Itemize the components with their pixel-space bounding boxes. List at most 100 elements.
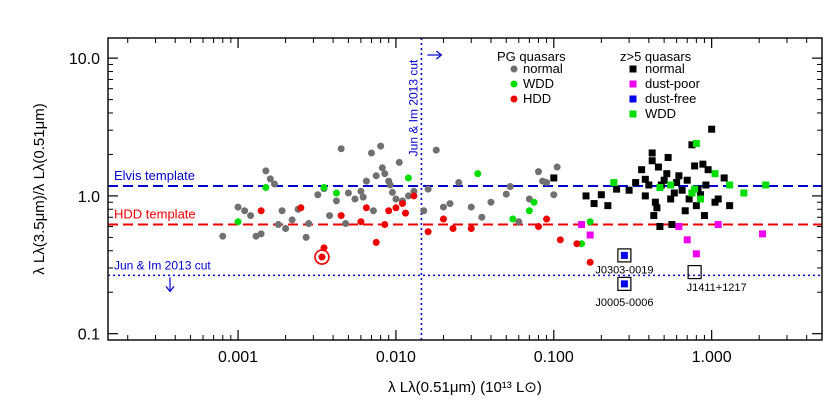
- data-point: [688, 189, 696, 197]
- data-point: [586, 258, 594, 266]
- data-point: [509, 215, 517, 223]
- data-point: [478, 213, 486, 221]
- data-point: [692, 202, 700, 210]
- data-point: [344, 189, 352, 197]
- x-tick-label: 0.001: [218, 349, 258, 366]
- highlight-box: [617, 276, 632, 291]
- data-point: [378, 164, 386, 172]
- data-point: [556, 236, 564, 244]
- legend-entry-label: HDD: [523, 91, 551, 106]
- data-point: [278, 207, 286, 215]
- object-label: J0303-0019: [595, 264, 653, 276]
- data-point: [362, 204, 370, 212]
- data-point: [241, 207, 249, 215]
- data-point: [697, 191, 705, 199]
- data-point: [474, 170, 482, 178]
- x-tick-label: 1.000: [692, 349, 732, 366]
- legend-marker: [510, 80, 518, 88]
- data-point: [641, 192, 649, 200]
- data-point: [351, 195, 359, 203]
- data-point: [586, 218, 594, 226]
- legend-entry-label: WDD: [645, 106, 676, 121]
- data-point: [502, 190, 510, 198]
- data-point: [683, 236, 691, 244]
- cut-arrow-down-icon: [165, 286, 175, 293]
- data-point: [262, 184, 270, 192]
- legend-marker: [629, 65, 637, 73]
- data-point: [691, 185, 699, 193]
- data-point: [699, 160, 707, 168]
- data-point: [506, 183, 514, 191]
- data-point: [302, 233, 310, 241]
- data-point: [515, 218, 523, 226]
- data-point: [487, 198, 495, 206]
- data-point: [262, 167, 270, 175]
- data-point: [714, 221, 722, 229]
- data-point: [688, 141, 696, 149]
- data-point: [641, 175, 649, 183]
- data-point: [439, 203, 447, 211]
- data-point: [681, 207, 689, 215]
- hdd-template-label: HDD template: [114, 207, 196, 222]
- legend-marker: [510, 95, 518, 103]
- data-point: [388, 188, 396, 196]
- data-point: [683, 176, 691, 184]
- legend-entry-label: normal: [523, 61, 563, 76]
- data-point: [320, 184, 328, 192]
- data-point: [332, 189, 340, 197]
- data-point: [604, 202, 612, 210]
- data-point: [377, 142, 385, 150]
- data-point: [675, 172, 683, 180]
- plot-frame: [107, 37, 823, 341]
- data-point: [410, 192, 418, 200]
- data-point: [424, 228, 432, 236]
- legend-entry-label: WDD: [523, 76, 554, 91]
- legend-marker: [629, 80, 637, 88]
- legend-title-z5: z>5 quasars: [620, 49, 692, 64]
- data-point: [369, 207, 377, 215]
- legend-marker: [629, 110, 637, 118]
- data-point: [362, 177, 370, 185]
- data-point: [656, 222, 664, 230]
- data-point: [645, 181, 653, 189]
- data-point: [247, 212, 255, 220]
- data-point: [651, 198, 659, 206]
- data-point: [610, 179, 618, 187]
- data-point: [342, 220, 350, 228]
- cut-arrow-right-icon: [436, 50, 443, 60]
- object-label: J1411+1217: [687, 282, 747, 294]
- data-point: [578, 221, 586, 229]
- data-point: [653, 204, 661, 212]
- x-tick-label: 0.100: [534, 349, 574, 366]
- data-point: [648, 157, 656, 165]
- jun-im-cut-horizontal-label: Jun & Im 2013 cut: [114, 258, 211, 272]
- data-point: [620, 280, 628, 288]
- data-point: [318, 253, 326, 261]
- data-point: [332, 197, 340, 205]
- data-point: [711, 170, 719, 178]
- data-point: [439, 215, 447, 223]
- data-point: [632, 179, 640, 187]
- data-point: [288, 216, 296, 224]
- data-points: [219, 125, 770, 288]
- data-point: [234, 203, 242, 211]
- data-point: [270, 180, 278, 188]
- data-point: [692, 140, 700, 148]
- data-point: [720, 174, 728, 182]
- data-point: [534, 168, 542, 176]
- data-point: [650, 212, 658, 220]
- data-point: [337, 145, 345, 153]
- data-point: [359, 193, 367, 201]
- data-point: [550, 191, 558, 199]
- data-point: [357, 187, 365, 195]
- data-point: [664, 154, 672, 162]
- data-point: [314, 249, 330, 265]
- data-point: [372, 172, 380, 180]
- legend-title-pg: PG quasars: [497, 49, 566, 64]
- data-point: [257, 207, 265, 215]
- data-point: [257, 230, 265, 238]
- data-point: [597, 191, 605, 199]
- data-point: [420, 207, 428, 215]
